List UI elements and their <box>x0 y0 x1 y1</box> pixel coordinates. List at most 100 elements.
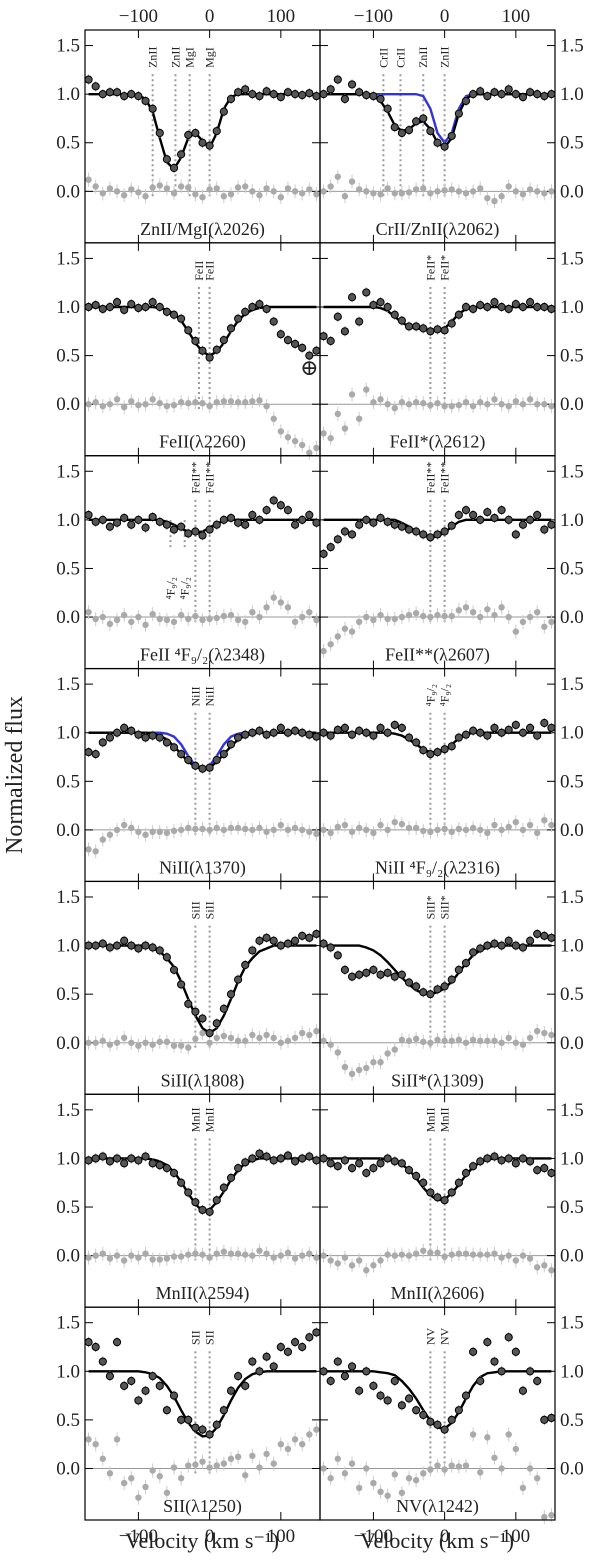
data-point <box>84 75 93 84</box>
data-point <box>518 302 528 312</box>
data-point <box>355 1386 364 1395</box>
data-point <box>283 728 293 737</box>
data-point <box>347 972 357 981</box>
residual-point <box>363 1465 370 1472</box>
data-point <box>177 750 186 759</box>
residual-point <box>541 816 548 824</box>
data-point <box>212 1420 221 1429</box>
data-point <box>433 530 442 539</box>
residual-point <box>92 183 99 190</box>
data-point <box>205 1207 214 1216</box>
residual-point <box>85 846 92 853</box>
component-label: SiII* <box>423 895 437 919</box>
residual-point <box>128 824 135 832</box>
data-point <box>347 530 357 539</box>
residual-point <box>469 824 477 832</box>
data-point <box>169 310 179 319</box>
component-label: FeII** <box>188 462 202 494</box>
data-point <box>162 520 171 529</box>
residual-point <box>355 1066 363 1074</box>
data-point <box>148 104 157 113</box>
residual-point <box>185 184 192 191</box>
residual-point <box>491 1454 498 1461</box>
data-point <box>419 1410 428 1420</box>
data-point <box>191 1007 200 1016</box>
data-point <box>340 965 350 974</box>
residual-point <box>170 618 178 626</box>
component-label: FeII** <box>423 462 437 494</box>
data-point <box>120 1159 129 1168</box>
residual-point <box>491 1250 498 1257</box>
residual-point <box>434 1249 441 1256</box>
data-point <box>369 300 378 310</box>
residual-point <box>256 192 263 199</box>
data-point <box>205 525 214 534</box>
data-point <box>127 90 136 99</box>
data-point <box>283 939 293 948</box>
data-point <box>397 1401 406 1410</box>
data-point <box>469 1347 478 1356</box>
residual-point <box>234 1250 242 1257</box>
residual-point <box>177 399 185 406</box>
x-tick-label: −100 <box>119 6 158 27</box>
y-tick-label: 1.0 <box>56 1361 80 1382</box>
residual-point <box>448 186 455 193</box>
residual-point <box>306 828 313 836</box>
y-axis-label: Normalized flux <box>2 696 28 854</box>
data-point <box>283 506 293 515</box>
residual-point <box>519 191 527 198</box>
residual-point <box>462 826 470 834</box>
residual-point <box>320 430 327 437</box>
residual-point <box>505 183 512 190</box>
residual-point <box>263 402 270 410</box>
y-tick-label: 1.0 <box>560 1148 584 1169</box>
residual-point <box>427 1039 434 1046</box>
residual-point <box>291 824 299 832</box>
residual-point <box>355 1484 363 1492</box>
residual-point <box>220 612 228 620</box>
data-point <box>483 731 492 740</box>
y-tick-label: 1.0 <box>56 297 80 318</box>
data-point <box>226 94 236 104</box>
data-point <box>234 1372 243 1381</box>
y-tick-label: 0.0 <box>56 1033 80 1054</box>
residual-point <box>526 613 534 621</box>
residual-point <box>284 1445 292 1453</box>
residual-point <box>398 1251 406 1258</box>
residual-point <box>355 1257 363 1264</box>
residual-point <box>541 1513 548 1521</box>
residual-point <box>92 1039 99 1046</box>
y-tick-label: 0.0 <box>56 1246 80 1267</box>
data-point <box>148 1372 157 1381</box>
data-point <box>305 510 314 520</box>
data-point <box>476 515 485 524</box>
data-point <box>169 743 179 752</box>
residual-point <box>306 1031 313 1039</box>
data-point <box>497 302 506 312</box>
data-point <box>355 726 364 735</box>
residual-point <box>448 1037 455 1045</box>
residual-point <box>170 827 178 835</box>
data-point <box>490 298 499 307</box>
data-point <box>440 527 449 536</box>
telluric-symbol: ⊕ <box>300 355 318 380</box>
data-point <box>169 1391 179 1400</box>
residual-point <box>391 1252 398 1259</box>
residual-point <box>206 826 213 834</box>
residual-point <box>313 191 320 198</box>
data-point <box>141 733 150 742</box>
residual-point <box>263 1250 270 1257</box>
data-point <box>333 951 342 960</box>
residual-point <box>234 1037 242 1045</box>
residual-point <box>313 616 320 624</box>
component-label: NiII <box>203 686 217 706</box>
residual-point <box>526 396 534 403</box>
data-point <box>84 748 93 757</box>
component-label: MnII <box>203 1108 217 1133</box>
residual-point <box>298 441 306 449</box>
data-point <box>162 1164 171 1173</box>
residual-point <box>170 1464 178 1471</box>
data-point <box>433 138 442 147</box>
residual-point <box>341 625 349 632</box>
residual-point <box>405 1475 413 1482</box>
